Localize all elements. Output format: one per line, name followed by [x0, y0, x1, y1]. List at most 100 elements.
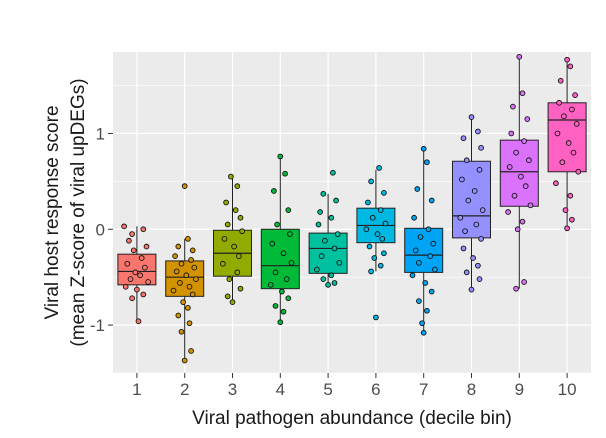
x-tick-label: 10 [558, 380, 577, 399]
data-point [382, 220, 389, 227]
data-point [417, 234, 424, 240]
x-tick-label: 5 [323, 380, 332, 399]
box-decile-9 [499, 56, 539, 289]
data-point [427, 253, 433, 259]
data-point [468, 286, 475, 293]
data-point [189, 291, 196, 298]
data-point [470, 255, 476, 261]
data-point [269, 240, 276, 247]
data-point [277, 319, 284, 326]
data-point [559, 159, 566, 166]
data-point [181, 357, 188, 364]
data-point [224, 293, 231, 300]
data-point [285, 295, 292, 302]
data-point [170, 287, 177, 294]
data-point [506, 164, 513, 170]
data-point [127, 276, 134, 282]
data-point [126, 237, 132, 244]
data-point [479, 207, 486, 213]
box-iqr [452, 160, 491, 239]
data-point [325, 281, 331, 288]
data-point [178, 260, 185, 267]
data-point [428, 197, 435, 204]
data-point [223, 199, 229, 206]
data-point [516, 53, 523, 60]
data-point [191, 264, 198, 271]
data-point [463, 269, 470, 276]
data-point [562, 207, 569, 213]
data-point [272, 269, 279, 276]
data-point [478, 236, 484, 242]
data-point [416, 298, 422, 304]
data-point [132, 269, 139, 276]
data-point [377, 262, 384, 269]
data-point [271, 188, 277, 194]
data-point [518, 173, 524, 180]
data-point [140, 291, 147, 298]
data-point [331, 280, 338, 286]
data-point [333, 197, 339, 204]
data-point [569, 106, 575, 113]
data-point [193, 276, 199, 282]
x-tick-label: 1 [132, 380, 141, 399]
box-decile-7 [404, 148, 444, 333]
data-point [381, 250, 387, 257]
data-point [420, 329, 427, 336]
data-point [320, 190, 327, 197]
data-point [129, 231, 135, 237]
data-point [422, 280, 429, 286]
data-point [285, 207, 292, 213]
data-point [315, 221, 322, 228]
box-iqr [308, 232, 348, 274]
data-point [188, 257, 194, 263]
data-point [234, 269, 241, 276]
x-axis: 1 2 3 4 5 6 7 8 9 10 [132, 373, 577, 399]
data-point [226, 276, 233, 282]
data-point [419, 320, 425, 327]
data-point [553, 180, 559, 187]
data-point [567, 63, 574, 70]
data-point [140, 226, 147, 233]
data-point [277, 153, 284, 160]
data-point [175, 243, 182, 250]
data-point [122, 283, 129, 290]
data-point [519, 218, 526, 225]
data-point [224, 221, 231, 228]
data-point [363, 226, 370, 233]
data-point [460, 135, 467, 142]
data-point [137, 272, 143, 279]
y-tick-label: -1 [90, 316, 105, 335]
x-axis-title: Viral pathogen abundance (decile bin) [192, 408, 512, 429]
data-point [178, 328, 185, 335]
data-point [570, 149, 577, 156]
box-iqr [260, 228, 300, 290]
box-iqr [404, 227, 444, 273]
box-decile-10 [547, 59, 587, 229]
data-point [508, 130, 515, 137]
data-point [416, 259, 422, 266]
box-decile-4 [260, 156, 300, 323]
data-point [462, 228, 468, 235]
data-point [377, 207, 384, 213]
data-point [328, 272, 335, 279]
data-point [475, 128, 481, 135]
data-point [283, 276, 290, 282]
data-point [459, 176, 465, 183]
data-point [236, 253, 242, 259]
data-point [130, 247, 137, 254]
data-point [432, 266, 438, 273]
box-decile-5 [308, 193, 348, 285]
data-point [267, 281, 274, 288]
data-point [142, 264, 148, 271]
data-point [234, 183, 241, 189]
data-point [185, 304, 191, 311]
data-point [282, 170, 288, 177]
data-point [288, 259, 295, 266]
data-point [428, 288, 435, 295]
data-point [272, 303, 279, 309]
data-point [221, 236, 228, 242]
y-axis-title-line-2: (mean Z-score of viral upDEGs) [68, 78, 89, 346]
data-point [457, 214, 464, 221]
data-point [420, 145, 427, 152]
